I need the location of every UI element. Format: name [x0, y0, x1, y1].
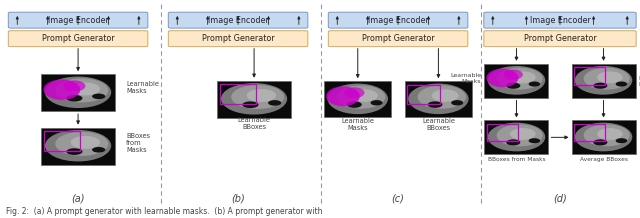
Text: (d): (d): [553, 193, 567, 203]
Ellipse shape: [70, 82, 100, 95]
Bar: [218, 81, 291, 118]
FancyBboxPatch shape: [8, 31, 148, 47]
Ellipse shape: [55, 78, 108, 102]
FancyBboxPatch shape: [328, 31, 468, 47]
Ellipse shape: [488, 66, 545, 95]
Ellipse shape: [247, 89, 276, 102]
Ellipse shape: [92, 147, 106, 153]
Ellipse shape: [510, 128, 536, 140]
Text: Average BBoxes: Average BBoxes: [580, 157, 627, 162]
Bar: [574, 124, 605, 141]
FancyBboxPatch shape: [8, 12, 148, 28]
Bar: [572, 64, 636, 98]
Ellipse shape: [432, 89, 458, 102]
FancyBboxPatch shape: [484, 31, 636, 47]
Ellipse shape: [510, 71, 536, 83]
Bar: [487, 124, 518, 141]
Ellipse shape: [371, 100, 383, 106]
Text: Image Encoder: Image Encoder: [207, 16, 269, 25]
Text: Prompt Generator: Prompt Generator: [362, 34, 435, 43]
Bar: [41, 128, 115, 165]
Text: (a): (a): [71, 193, 85, 203]
Bar: [484, 120, 548, 154]
Text: Learnable
Masks: Learnable Masks: [450, 73, 481, 84]
Ellipse shape: [326, 86, 360, 106]
Text: Prompt Generator: Prompt Generator: [202, 34, 275, 43]
Ellipse shape: [486, 69, 518, 87]
Ellipse shape: [243, 101, 259, 108]
Ellipse shape: [593, 83, 607, 89]
Ellipse shape: [347, 101, 362, 108]
Ellipse shape: [63, 80, 86, 92]
Bar: [405, 81, 472, 117]
FancyBboxPatch shape: [168, 31, 308, 47]
Text: (b): (b): [231, 193, 245, 203]
Ellipse shape: [597, 71, 623, 83]
Bar: [484, 64, 548, 98]
Bar: [574, 67, 605, 85]
Ellipse shape: [506, 83, 520, 89]
Ellipse shape: [497, 68, 543, 90]
Text: Learnable
BBoxes: Learnable BBoxes: [639, 76, 640, 87]
Bar: [572, 120, 636, 154]
Ellipse shape: [529, 138, 540, 143]
Ellipse shape: [344, 87, 365, 98]
Ellipse shape: [45, 77, 111, 108]
Bar: [324, 81, 391, 117]
Ellipse shape: [575, 66, 632, 95]
Ellipse shape: [328, 83, 388, 114]
Ellipse shape: [221, 83, 287, 115]
Ellipse shape: [337, 85, 385, 109]
Ellipse shape: [45, 130, 111, 162]
Ellipse shape: [70, 136, 100, 149]
Ellipse shape: [488, 123, 545, 151]
Bar: [44, 131, 79, 150]
Text: Image Encoder: Image Encoder: [367, 16, 429, 25]
Ellipse shape: [67, 95, 83, 102]
Ellipse shape: [428, 101, 442, 108]
Ellipse shape: [408, 83, 468, 114]
FancyBboxPatch shape: [484, 12, 636, 28]
Ellipse shape: [351, 89, 378, 102]
Ellipse shape: [597, 128, 623, 140]
Ellipse shape: [451, 100, 463, 106]
Text: Fig. 2:  (a) A prompt generator with learnable masks.  (b) A prompt generator wi: Fig. 2: (a) A prompt generator with lear…: [6, 207, 323, 216]
Bar: [220, 84, 255, 104]
Ellipse shape: [616, 138, 627, 143]
Text: (c): (c): [392, 193, 404, 203]
Ellipse shape: [504, 70, 523, 80]
Text: Prompt Generator: Prompt Generator: [524, 34, 596, 43]
Ellipse shape: [593, 139, 607, 145]
Ellipse shape: [417, 85, 466, 109]
Text: Learnable
Masks: Learnable Masks: [126, 81, 159, 94]
FancyBboxPatch shape: [168, 12, 308, 28]
Ellipse shape: [231, 85, 284, 109]
FancyBboxPatch shape: [328, 12, 468, 28]
Ellipse shape: [268, 100, 282, 106]
Ellipse shape: [92, 94, 106, 99]
Ellipse shape: [497, 124, 543, 146]
Bar: [408, 85, 440, 104]
Ellipse shape: [575, 123, 632, 151]
Text: BBoxes
from
Masks: BBoxes from Masks: [126, 133, 150, 153]
Ellipse shape: [506, 139, 520, 145]
Ellipse shape: [529, 82, 540, 87]
Text: Prompt Generator: Prompt Generator: [42, 34, 115, 43]
Ellipse shape: [584, 124, 630, 146]
Text: BBoxes from Masks: BBoxes from Masks: [488, 157, 545, 162]
Ellipse shape: [67, 148, 83, 155]
Ellipse shape: [44, 80, 80, 100]
Text: Learnable
Masks: Learnable Masks: [341, 118, 374, 131]
Bar: [41, 74, 115, 111]
Ellipse shape: [616, 82, 627, 87]
Text: Image Encoder: Image Encoder: [47, 16, 109, 25]
Ellipse shape: [55, 132, 108, 156]
Text: Learnable
BBoxes: Learnable BBoxes: [422, 118, 455, 131]
Ellipse shape: [584, 68, 630, 90]
Text: Image Encoder: Image Encoder: [529, 16, 591, 25]
Text: Learnable
BBoxes: Learnable BBoxes: [237, 117, 271, 130]
